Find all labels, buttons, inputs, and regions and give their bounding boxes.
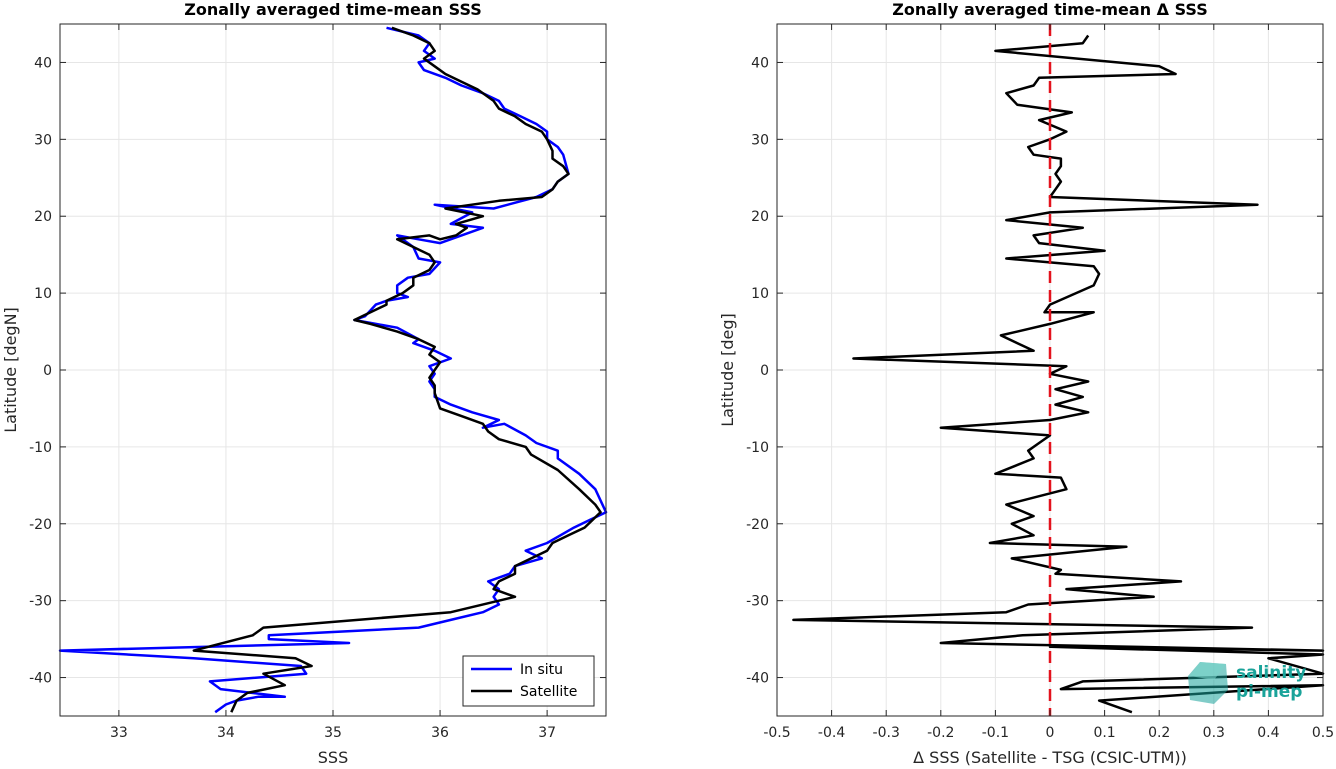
legend-label-satellite: Satellite [520, 684, 577, 700]
right-ytick-label: -10 [746, 440, 769, 456]
left-ytick-label: -40 [29, 671, 52, 687]
legend-label-in-situ: In situ [520, 662, 563, 678]
right-panel: -0.5 -0.4 -0.3 -0.2 -0.1 0 0.1 0.2 0.3 0.4 0.5 -40 -… [718, 0, 1334, 767]
legend-box [462, 655, 595, 707]
left-ytick-label: 40 [34, 55, 52, 71]
right-xtick-label: 0.1 [1093, 725, 1115, 741]
right-ytick-label: 30 [751, 132, 769, 148]
right-title: Zonally averaged time-mean Δ SSS [892, 0, 1208, 19]
left-ticks: 33 34 35 36 37 -40 -30 -20 -10 0 10 20 30 40 [29, 24, 606, 741]
right-xtick-label: 0.4 [1257, 725, 1279, 741]
left-ylabel: Latitude [degN] [1, 307, 20, 433]
right-xtick-label: -0.4 [818, 725, 845, 741]
right-ytick-label: 10 [751, 286, 769, 302]
left-ytick-label: 30 [34, 132, 52, 148]
right-xtick-label: 0.5 [1312, 725, 1334, 741]
salinity-pi-mep-logo: salinity pi-mep [1188, 662, 1306, 704]
left-ytick-label: 0 [43, 363, 52, 379]
right-xtick-label: 0.3 [1203, 725, 1225, 741]
left-series-line-in-situ [58, 26, 608, 714]
right-xtick-label: 0 [1046, 725, 1055, 741]
left-xlabel: SSS [318, 748, 348, 767]
left-ytick-label: -20 [29, 517, 52, 533]
right-series-line-delta [792, 34, 1325, 714]
logo-cube-face-icon [1190, 662, 1226, 680]
left-xtick-label: 33 [110, 725, 128, 741]
right-xtick-label: -0.5 [763, 725, 790, 741]
left-xtick-label: 37 [538, 725, 556, 741]
logo-line1: salinity [1236, 663, 1306, 683]
legend: In situ Satellite [462, 655, 595, 707]
left-series [58, 26, 608, 714]
left-ytick-label: 10 [34, 286, 52, 302]
right-ylabel: Latitude [deg] [718, 313, 737, 427]
right-xtick-label: -0.1 [982, 725, 1009, 741]
right-xlabel: Δ SSS (Satellite - TSG (CSIC-UTM)) [913, 748, 1187, 767]
left-ytick-label: -30 [29, 594, 52, 610]
left-panel: 33 34 35 36 37 -40 -30 -20 -10 0 10 20 30 40 Zonally … [1, 0, 608, 767]
left-xtick-label: 34 [217, 725, 235, 741]
right-ytick-label: 40 [751, 55, 769, 71]
right-ticks: -0.5 -0.4 -0.3 -0.2 -0.1 0 0.1 0.2 0.3 0.4 0.5 -40 -… [746, 24, 1334, 741]
right-ytick-label: -30 [746, 594, 769, 610]
left-grid [60, 24, 606, 716]
right-xtick-label: 0.2 [1148, 725, 1170, 741]
logo-line2: pi-mep [1236, 682, 1302, 702]
right-ytick-label: 0 [760, 363, 769, 379]
left-series-line-satellite [192, 26, 602, 713]
left-xtick-label: 36 [431, 725, 449, 741]
right-ytick-label: -20 [746, 517, 769, 533]
left-title: Zonally averaged time-mean SSS [184, 0, 482, 19]
right-ytick-label: -40 [746, 671, 769, 687]
right-xtick-label: -0.3 [873, 725, 900, 741]
left-ytick-label: 20 [34, 209, 52, 225]
left-ytick-label: -10 [29, 440, 52, 456]
right-ytick-label: 20 [751, 209, 769, 225]
left-xtick-label: 35 [324, 725, 342, 741]
right-xtick-label: -0.2 [927, 725, 954, 741]
right-series [792, 24, 1325, 716]
